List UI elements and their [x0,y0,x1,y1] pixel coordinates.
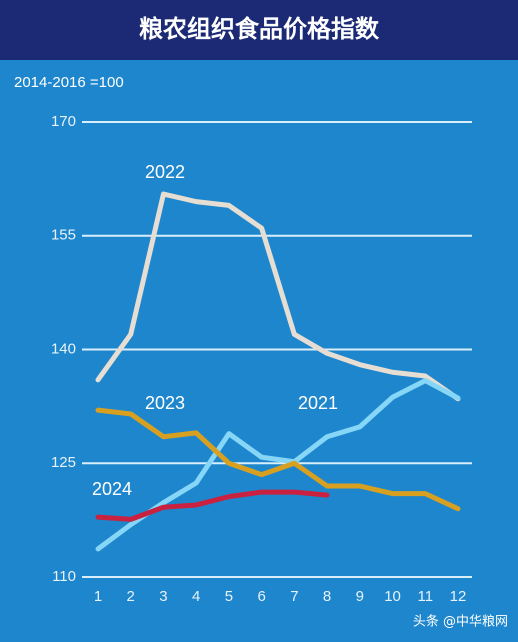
title-bar [0,0,518,60]
x-tick-label: 11 [417,588,433,605]
x-tick-label: 2 [127,588,135,605]
chart-subtitle: 2014-2016 =100 [14,74,124,91]
x-tick-label: 8 [323,588,331,605]
series-line [95,378,461,552]
x-tick-label: 1 [94,588,102,605]
series-line [95,489,330,522]
series-label: 2021 [298,393,338,413]
watermark: 头条 @中华粮网 [413,614,508,630]
x-tick-label: 5 [225,588,233,605]
y-tick-label: 140 [51,340,76,357]
x-tick-label: 12 [450,588,467,605]
x-tick-label: 3 [159,588,167,605]
series-label: 2022 [145,162,185,182]
y-tick-label: 110 [52,568,76,585]
series-label: 2023 [145,393,185,413]
x-tick-label: 10 [384,588,401,605]
x-tick-label: 4 [192,588,200,605]
y-tick-label: 125 [51,454,76,471]
series-line [95,191,461,402]
x-tick-label: 6 [257,588,265,605]
x-tick-label: 9 [356,588,364,605]
series-label: 2024 [92,479,132,499]
y-tick-label: 170 [51,113,76,130]
chart-title: 粮农组织食品价格指数 [139,15,380,43]
y-tick-label: 155 [51,227,76,244]
series-line [95,407,461,512]
x-tick-label: 7 [290,588,298,605]
